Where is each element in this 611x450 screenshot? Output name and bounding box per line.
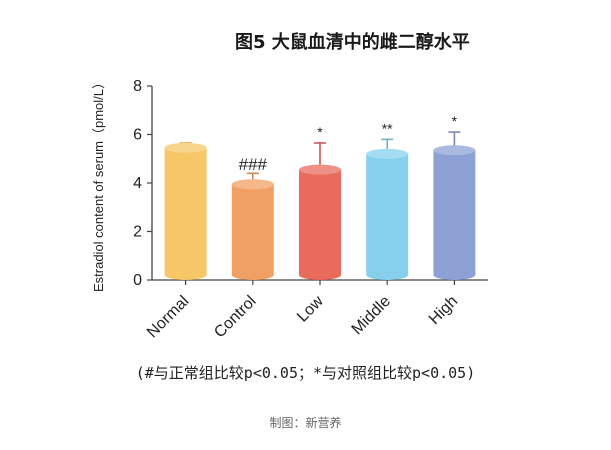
x-tick-label: Low — [294, 292, 327, 325]
y-tick-label: 2 — [133, 224, 142, 241]
significance-label: ### — [239, 155, 268, 174]
bar-top — [366, 148, 409, 159]
credit: 制图：新营养 — [269, 416, 342, 430]
bar-control — [231, 184, 274, 280]
x-tick-label: Normal — [144, 293, 192, 341]
y-axis-label: Estradiol content of serum（pmol/L） — [91, 76, 106, 292]
y-tick-label: 8 — [133, 78, 142, 95]
y-tick-label: 4 — [133, 175, 142, 192]
bar-top — [164, 142, 207, 153]
significance-label: ** — [382, 120, 393, 136]
y-tick-label: 6 — [133, 127, 142, 144]
significance-label: * — [317, 124, 323, 140]
bar-normal — [164, 147, 207, 280]
bar-high — [433, 150, 476, 280]
significance-label: * — [452, 113, 458, 129]
bar-middle — [366, 153, 409, 280]
bar-top — [433, 145, 476, 156]
footnote: (#与正常组比较p<0.05；*与对照组比较p<0.05) — [135, 364, 476, 382]
bar-low — [299, 169, 341, 280]
x-tick-label: Control — [211, 293, 259, 341]
bar-top — [231, 179, 274, 190]
chart-title: 图5 大鼠血清中的雌二醇水平 — [235, 31, 470, 53]
bar-top — [299, 164, 341, 175]
x-tick-label: Middle — [349, 293, 394, 338]
x-tick-label: High — [426, 293, 461, 328]
bars: ###* ** * — [164, 113, 476, 280]
y-tick-label: 0 — [133, 272, 142, 289]
